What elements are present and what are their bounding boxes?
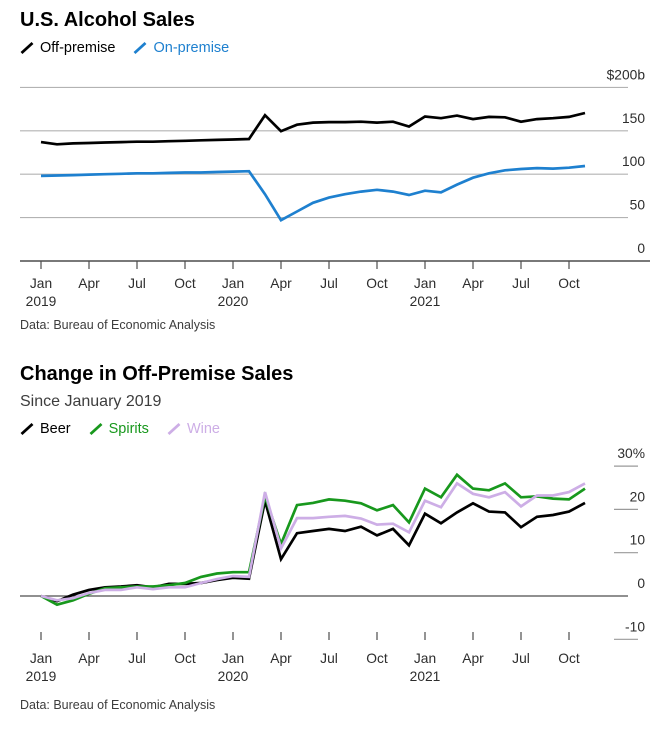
svg-text:100: 100 <box>622 154 645 169</box>
legend-item-beer: Beer <box>20 421 71 437</box>
beer-line-icon <box>20 422 34 436</box>
svg-text:2021: 2021 <box>410 294 441 309</box>
legend-label-spirits: Spirits <box>108 421 149 437</box>
svg-text:50: 50 <box>630 198 646 213</box>
svg-text:10: 10 <box>630 533 646 548</box>
svg-text:Oct: Oct <box>174 276 196 291</box>
svg-text:Jul: Jul <box>512 276 530 291</box>
legend-label-off-premise: Off-premise <box>40 40 116 56</box>
svg-text:Apr: Apr <box>462 651 484 666</box>
svg-text:Jan: Jan <box>414 276 436 291</box>
change-off-premise-chart: 30% 20 10 0 -10 Jan 2019 Apr Jul Oct Jan 2020 Apr Jul… <box>20 446 646 684</box>
svg-text:Apr: Apr <box>78 276 100 291</box>
svg-text:Oct: Oct <box>558 651 580 666</box>
svg-text:Jan: Jan <box>222 651 244 666</box>
svg-text:2020: 2020 <box>218 669 249 684</box>
chart1-legend: Off-premise On-premise <box>20 40 229 56</box>
svg-text:Oct: Oct <box>366 651 388 666</box>
svg-text:Apr: Apr <box>78 651 100 666</box>
svg-text:0: 0 <box>637 241 645 256</box>
legend-item-wine: Wine <box>167 421 220 437</box>
wine-line-icon <box>167 422 181 436</box>
off-premise-line-icon <box>20 41 34 55</box>
svg-text:Jan: Jan <box>30 276 52 291</box>
svg-text:$200b: $200b <box>607 67 646 82</box>
svg-text:Apr: Apr <box>270 276 292 291</box>
legend-item-spirits: Spirits <box>89 421 149 437</box>
svg-text:30%: 30% <box>617 446 645 461</box>
svg-text:150: 150 <box>622 111 645 126</box>
chart2-source: Data: Bureau of Economic Analysis <box>20 698 216 712</box>
chart2-subtitle: Since January 2019 <box>20 393 162 410</box>
legend-label-wine: Wine <box>186 421 220 437</box>
svg-text:Apr: Apr <box>270 651 292 666</box>
svg-text:20: 20 <box>630 489 646 504</box>
svg-text:Oct: Oct <box>174 651 196 666</box>
svg-text:2021: 2021 <box>410 669 441 684</box>
svg-text:Oct: Oct <box>558 276 580 291</box>
svg-text:Jan: Jan <box>30 651 52 666</box>
svg-text:2019: 2019 <box>26 294 57 309</box>
svg-text:Jul: Jul <box>320 651 338 666</box>
svg-text:Jan: Jan <box>414 651 436 666</box>
us-alcohol-sales-chart: $200b 150 100 50 0 Jan 2019 Apr Jul Oct Jan 2020 Apr… <box>20 67 650 309</box>
legend-label-beer: Beer <box>40 421 71 437</box>
svg-text:Oct: Oct <box>366 276 388 291</box>
on-premise-line-icon <box>134 41 147 55</box>
spirits-line-icon <box>89 422 103 436</box>
chart1-title: U.S. Alcohol Sales <box>20 9 195 31</box>
svg-text:Apr: Apr <box>462 276 484 291</box>
legend-item-on-premise: On-premise <box>133 40 229 56</box>
svg-text:Jul: Jul <box>128 651 146 666</box>
legend-label-on-premise: On-premise <box>153 40 230 56</box>
chart1-source: Data: Bureau of Economic Analysis <box>20 318 216 332</box>
svg-text:0: 0 <box>637 576 645 591</box>
svg-text:2019: 2019 <box>26 669 57 684</box>
chart2-title: Change in Off-Premise Sales <box>20 363 294 385</box>
svg-text:Jul: Jul <box>512 651 530 666</box>
chart2-legend: Beer Spirits Wine <box>20 421 220 437</box>
legend-item-off-premise: Off-premise <box>20 40 115 56</box>
svg-text:Jan: Jan <box>222 276 244 291</box>
svg-text:Jul: Jul <box>320 276 338 291</box>
svg-text:Jul: Jul <box>128 276 146 291</box>
svg-text:-10: -10 <box>625 619 645 634</box>
svg-text:2020: 2020 <box>218 294 249 309</box>
